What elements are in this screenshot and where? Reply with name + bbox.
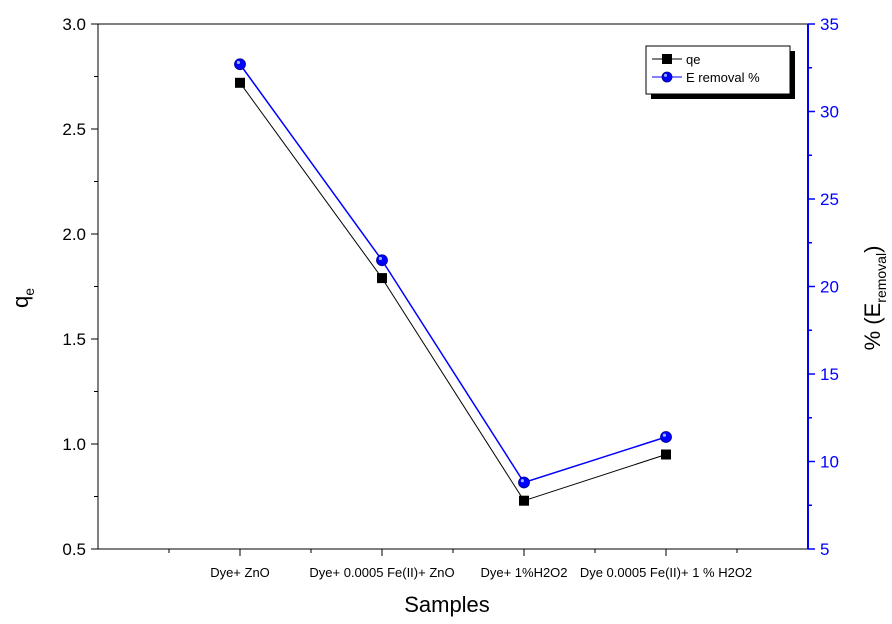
right-tick-label: 25 xyxy=(820,190,839,209)
right-tick-label: 30 xyxy=(820,103,839,122)
left-tick-label: 0.5 xyxy=(62,540,86,559)
data-point-highlight xyxy=(378,256,382,261)
right-tick-label: 10 xyxy=(820,453,839,472)
plot-lines xyxy=(239,63,667,502)
right-tick-label: 15 xyxy=(820,365,839,384)
left-axis-title-sub: e xyxy=(21,288,37,296)
data-point-qe xyxy=(661,449,671,460)
x-tick-label: Dye+ ZnO xyxy=(210,565,270,580)
right-axis-title-suffix: ) xyxy=(860,246,885,253)
data-point-qe xyxy=(519,495,529,506)
data-point-qe xyxy=(235,77,245,88)
data-point-e-removal xyxy=(234,58,246,71)
data-point-qe xyxy=(377,273,387,284)
legend-label: E removal % xyxy=(686,70,760,85)
right-axis-title: % (Eremoval) xyxy=(860,246,889,351)
data-point-e-removal xyxy=(518,476,530,489)
legend-label: qe xyxy=(686,52,700,67)
left-tick-label: 2.5 xyxy=(62,120,86,139)
left-axis-title-main: q xyxy=(8,296,33,308)
right-tick-label: 20 xyxy=(820,278,839,297)
left-tick-label: 1.5 xyxy=(62,330,86,349)
x-tick-label: Dye+ 1%H2O2 xyxy=(480,565,567,580)
right-tick-label: 35 xyxy=(820,15,839,34)
right-tick-label: 5 xyxy=(820,540,829,559)
data-point-e-removal xyxy=(376,254,388,267)
x-tick-label: Dye+ 0.0005 Fe(II)+ ZnO xyxy=(309,565,454,580)
left-tick-label: 2.0 xyxy=(62,225,86,244)
legend-marker-circle xyxy=(661,71,673,83)
right-axis-title-sub: removal xyxy=(873,253,889,303)
axes: 0.5 1.0 1.5 2.0 2.5 3.0 5 10 15 20 25 30 35 Dye+ ZnO D… xyxy=(62,15,839,580)
right-axis-title-prefix: % (E xyxy=(860,303,885,351)
x-axis-title: Samples xyxy=(404,592,490,617)
left-tick-label: 1.0 xyxy=(62,435,86,454)
data-point-highlight xyxy=(520,479,525,483)
left-axis-title: qe xyxy=(8,288,37,308)
series-line-e-removal- xyxy=(239,63,667,484)
legend: qe E removal % xyxy=(645,45,795,99)
data-point-highlight xyxy=(236,60,240,65)
legend-marker-square xyxy=(662,54,672,64)
markers xyxy=(234,58,672,506)
data-point-e-removal xyxy=(660,431,672,443)
legend-marker-highlight xyxy=(664,73,667,77)
x-tick-label: Dye 0.0005 Fe(II)+ 1 % H2O2 xyxy=(580,565,752,580)
data-point-highlight xyxy=(662,433,667,437)
series-line-qe xyxy=(239,82,667,502)
left-tick-label: 3.0 xyxy=(62,15,86,34)
